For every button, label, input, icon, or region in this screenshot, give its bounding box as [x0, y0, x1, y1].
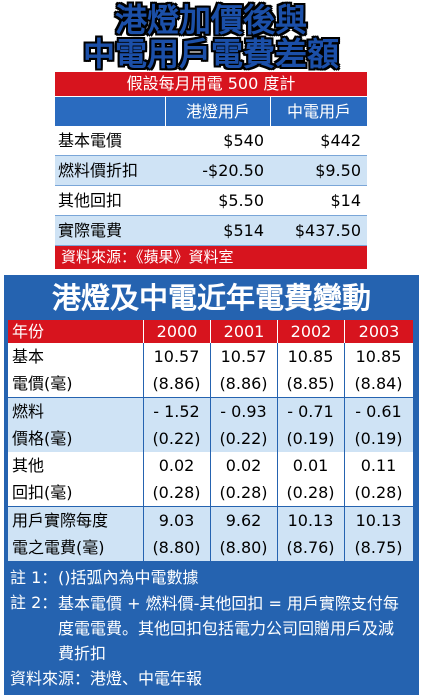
cell: 0.02	[225, 456, 262, 475]
column-header: 中電用戶	[270, 97, 367, 126]
row-label: 回扣(毫)	[12, 483, 73, 502]
cell: (0.28)	[354, 483, 403, 502]
cell: - 0.61	[355, 401, 402, 421]
title-line: 港燈加價後與	[114, 1, 307, 39]
caption-bar: 假設每月用電 500 度計	[55, 72, 367, 96]
column-header: 2001	[210, 320, 277, 343]
cell-divider	[210, 343, 211, 397]
cell: (8.84)	[354, 374, 403, 393]
row-label: 基本	[12, 347, 45, 366]
cell: (8.85)	[286, 374, 335, 393]
cell: (0.28)	[219, 483, 268, 502]
cell-divider	[344, 452, 345, 506]
cell: (0.19)	[354, 428, 403, 448]
panel-title: 港燈及中電近年電費變動	[51, 281, 371, 315]
row-label: 電價(毫)	[12, 374, 73, 393]
row-label: 基本電價	[58, 131, 123, 150]
cell: $514	[223, 221, 264, 240]
cell: (0.19)	[286, 428, 335, 448]
column-header: 2002	[277, 320, 344, 343]
cell: $442	[320, 131, 361, 150]
cell: 0.11	[360, 456, 397, 475]
cell: $9.50	[315, 161, 361, 180]
row-label: 電之電費(毫)	[12, 537, 105, 557]
table-row	[55, 156, 367, 186]
row-label: 用戶實際每度	[12, 510, 109, 530]
cell: (0.28)	[152, 483, 201, 502]
table-row	[55, 216, 367, 246]
cell-divider	[277, 506, 278, 561]
source-text: 資料來源：港燈、中電年報	[10, 669, 203, 688]
cell-divider	[143, 343, 144, 397]
cell: 0.01	[292, 456, 329, 475]
cell-divider	[277, 343, 278, 397]
cell: 10.13	[355, 510, 402, 530]
cell: (8.76)	[286, 537, 335, 557]
cell: $5.50	[218, 191, 264, 210]
cell-divider	[210, 506, 211, 561]
cell: - 0.93	[220, 401, 267, 421]
source-bar: 資料來源：《蘋果》資料室	[55, 246, 367, 269]
cell-divider	[277, 452, 278, 506]
cell: -$20.50	[202, 161, 264, 180]
cell: 10.57	[220, 347, 267, 366]
row-label: 其他	[12, 456, 45, 475]
note-label: 註 2：	[10, 593, 58, 612]
cell-divider	[143, 452, 144, 506]
cell-divider	[344, 397, 345, 452]
cell: (8.86)	[152, 374, 201, 393]
cell: 9.03	[158, 510, 195, 530]
cell: $540	[223, 131, 264, 150]
cell: $14	[330, 191, 361, 210]
cell: 0.02	[158, 456, 195, 475]
cell-divider	[344, 343, 345, 397]
column-header: 港燈用戶	[165, 97, 270, 126]
row-label: 燃料	[12, 401, 45, 421]
cell: - 1.52	[153, 401, 200, 421]
cell: 9.62	[225, 510, 262, 530]
cell: 10.13	[287, 510, 334, 530]
title-line: 中電用戶電費差額	[82, 35, 339, 73]
column-header: 2000	[143, 320, 210, 343]
cell: (0.22)	[219, 428, 268, 448]
row-label: 其他回扣	[58, 191, 123, 210]
table-row	[55, 126, 367, 156]
cell: 10.57	[153, 347, 200, 366]
note-text: ()括弧內為中電數據	[58, 568, 199, 587]
note-text: 基本電價 + 燃料價-其他回扣 = 用戶實際支付每度電電費。其他回扣包括電力公司…	[58, 594, 399, 663]
cell: (8.80)	[152, 537, 201, 557]
cell: (0.28)	[286, 483, 335, 502]
cell-divider	[143, 506, 144, 561]
cell-divider	[143, 397, 144, 452]
column-header: 年份	[12, 322, 45, 341]
row-label: 實際電費	[58, 221, 123, 240]
column-header: 2003	[344, 320, 413, 343]
cell: (8.80)	[219, 537, 268, 557]
cell: 10.85	[287, 347, 334, 366]
cell-divider	[344, 506, 345, 561]
cell: (0.22)	[152, 428, 201, 448]
cell-divider	[210, 452, 211, 506]
row-label: 價格(毫)	[12, 428, 73, 448]
cell: 10.85	[355, 347, 402, 366]
cell: - 0.71	[287, 401, 334, 421]
cell-divider	[277, 397, 278, 452]
cell-divider	[210, 397, 211, 452]
cell: $437.50	[294, 221, 361, 240]
header-row	[55, 97, 367, 126]
cell: (8.86)	[219, 374, 268, 393]
note-label: 註 1：	[10, 568, 58, 587]
table-row	[55, 186, 367, 216]
cell: (8.75)	[354, 537, 403, 557]
row-label: 燃料價折扣	[58, 161, 139, 180]
